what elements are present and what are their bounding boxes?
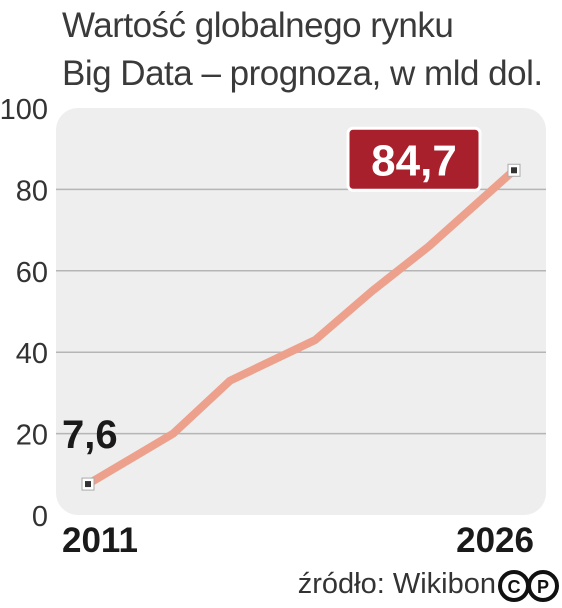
y-tick-label: 20 (16, 420, 48, 452)
copyright-pap-logo: C P (498, 570, 559, 602)
plot-area (56, 108, 546, 515)
data-label-end: 84,7 (371, 136, 457, 185)
data-label-start: 7,6 (62, 413, 118, 457)
chart-title-line-1: Wartość globalnego rynku (62, 6, 454, 45)
svg-text:P: P (537, 577, 549, 597)
y-tick-label: 40 (16, 338, 48, 370)
x-tick-label: 2026 (456, 521, 534, 560)
data-point-marker-core (511, 167, 517, 174)
y-tick-label: 0 (32, 501, 48, 533)
x-tick-label: 2011 (62, 521, 138, 560)
chart-title-line-2: Big Data – prognoza, w mld dol. (62, 54, 543, 93)
data-point-marker-core (85, 481, 91, 488)
y-tick-label: 60 (16, 257, 48, 289)
svg-text:C: C (508, 577, 521, 597)
data-label-end-badge (346, 126, 482, 192)
y-tick-label: 100 (0, 94, 48, 126)
chart-title: Wartość globalnego rynku Big Data – prog… (62, 2, 557, 98)
series-line (84, 166, 518, 489)
y-tick-label: 80 (16, 175, 48, 207)
source-note: źródło: Wikibon (297, 568, 496, 600)
